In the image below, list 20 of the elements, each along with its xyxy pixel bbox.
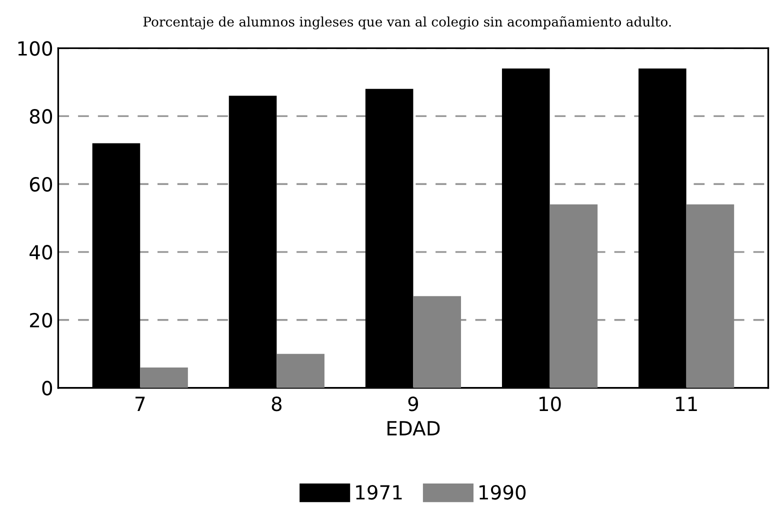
x-tick-label: 11: [676, 396, 697, 411]
bar: [276, 354, 324, 388]
x-axis-title: EDAD: [388, 421, 440, 436]
y-tick-label: 20: [30, 312, 52, 328]
legend-label: 1990: [480, 484, 526, 500]
y-tick-label: 0: [42, 380, 52, 396]
bar: [686, 204, 734, 388]
y-tick-label: 100: [18, 41, 52, 56]
x-tick-label: 7: [136, 396, 145, 411]
y-tick-label: 80: [30, 109, 52, 124]
x-tick-label: 10: [540, 396, 561, 412]
bar: [550, 204, 598, 388]
chart-title: Porcentaje de alumnos ingleses que van al colegio sin acompañamiento adulto.: [143, 16, 671, 30]
x-tick-label: 9: [408, 396, 418, 412]
y-tick-label: 40: [30, 244, 52, 260]
legend-label: 1971: [356, 484, 402, 500]
x-tick-label: 8: [272, 396, 282, 412]
y-tick-label: 60: [30, 176, 52, 192]
bar: [413, 296, 462, 388]
bar: [140, 367, 188, 388]
